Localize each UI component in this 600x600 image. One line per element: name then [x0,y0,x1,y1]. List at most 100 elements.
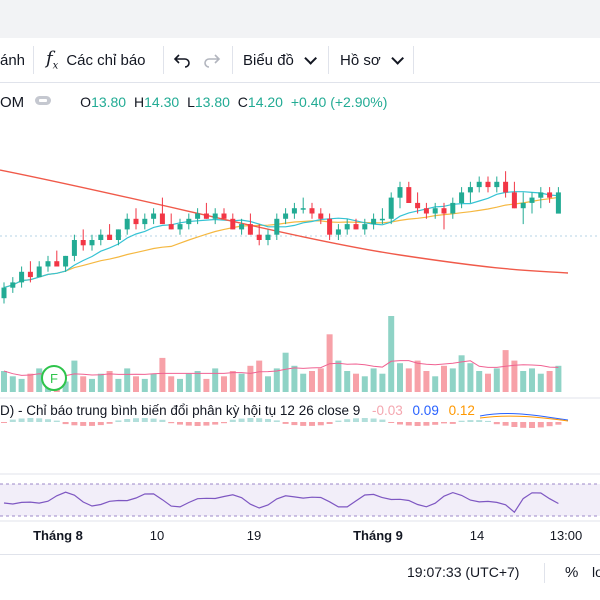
candle-body [511,192,517,209]
chart-toolbar: ánh fx Các chỉ báo Biểu đồ Hồ sơ [0,38,600,83]
volume-bar [379,373,386,392]
candle-body [459,192,465,203]
volume-bar [256,360,263,392]
macd-histogram-bar [309,422,315,426]
candle-body [274,218,280,235]
macd-histogram-bar [423,422,430,426]
macd-histogram-bar [18,418,25,422]
chart-type-label: Biểu đồ [243,51,294,69]
bottom-status-bar: 19:07:33 (UTC+7) % lo [0,554,600,591]
candle-body [450,202,456,214]
x-tick-label: Tháng 9 [353,528,403,543]
volume-bar [168,376,175,392]
candle-body [133,218,139,225]
macd-histogram-bar [511,422,518,427]
hide-legend-icon[interactable] [35,96,51,105]
volume-bar [62,381,69,392]
indicators-button[interactable]: fx Các chỉ báo [46,38,146,82]
volume-bar [370,368,377,392]
volume-bar [344,371,351,392]
candle-body [379,218,385,221]
macd-histogram-bar [106,422,113,424]
toolbar-divider [544,563,545,583]
profile-dropdown[interactable]: Hồ sơ [340,38,404,82]
candle-body [538,192,544,198]
toolbar-divider [232,46,233,74]
macd-histogram-bar [247,418,254,422]
macd-histogram-bar [159,419,166,422]
time-axis[interactable]: Tháng 8 10 19 Tháng 9 14 13:00 [0,522,600,548]
x-tick-label: 10 [149,528,165,543]
macd-histogram-bar [546,422,553,427]
rsi-line [3,491,559,514]
macd-histogram-bar [476,420,483,422]
volume-bar [27,373,34,392]
macd-histogram-bar [97,422,104,426]
volume-bar [71,360,78,392]
volume-bar [150,373,157,392]
macd-histogram-bar [168,422,175,424]
toolbar-divider [328,46,329,74]
volume-bar [238,373,245,392]
redo-button[interactable] [203,38,221,82]
macd-histogram-bar [485,420,491,422]
x-tick-label: Tháng 8 [33,528,83,543]
volume-bar [273,368,280,392]
badge-letter: F [50,371,58,386]
log-toggle[interactable]: lo [592,564,600,580]
candle-body [555,192,561,214]
candle-body [107,234,113,240]
close-key: C [237,94,248,110]
macd-histogram-bar [370,418,377,422]
symbol-label[interactable]: OM [0,93,25,111]
macd-histogram-bar [1,422,7,423]
candle-body [80,240,86,246]
ma-line-fast [3,191,559,289]
low-value: 13.80 [194,94,230,110]
candle-body [177,224,183,230]
profile-label: Hồ sơ [340,51,381,69]
macd-histogram-bar [414,422,421,426]
timeframe-button[interactable]: ánh [0,38,25,82]
volume-bar [89,378,95,392]
macd-histogram-bar [361,418,368,422]
macd-histogram-bar [71,422,78,426]
candle-body [423,208,429,214]
candle-body [415,202,421,209]
volume-bar [115,378,122,392]
candle-body [432,208,438,214]
volume-bar [388,316,395,392]
volume-bar [282,352,289,392]
volume-bar [458,355,465,392]
macd-histogram-bar [537,422,544,428]
candle-body [335,229,341,235]
candle-body [441,208,447,214]
volume-bar [485,373,491,392]
open-value: 13.80 [91,94,127,110]
undo-button[interactable] [173,38,191,82]
timeframe-label: ánh [0,51,26,69]
macd-histogram-bar [335,420,342,422]
volume-bar [221,376,227,392]
volume-bar [353,373,359,392]
candle-body [520,202,526,209]
volume-bar [529,368,535,392]
price-chart[interactable]: F [0,0,600,560]
macd-histogram-bar [432,422,439,425]
clock-time[interactable]: 19:07:33 (UTC+7) [407,564,520,580]
macd-histogram-bar [27,418,34,422]
macd-value-2: 0.09 [412,403,439,418]
macd-histogram-bar [150,418,157,422]
candle-body [371,218,377,225]
candle-body [344,224,350,230]
percent-toggle[interactable]: % [565,564,579,581]
candle-body [362,224,368,230]
redo-icon [204,54,221,68]
high-key: H [134,94,145,110]
chart-type-dropdown[interactable]: Biểu đồ [243,38,317,82]
volume-bar [229,371,236,392]
volume-bar [159,357,166,392]
volume-bar [36,368,43,392]
macd-value-1: -0.03 [372,403,403,418]
volume-bar [247,365,254,392]
